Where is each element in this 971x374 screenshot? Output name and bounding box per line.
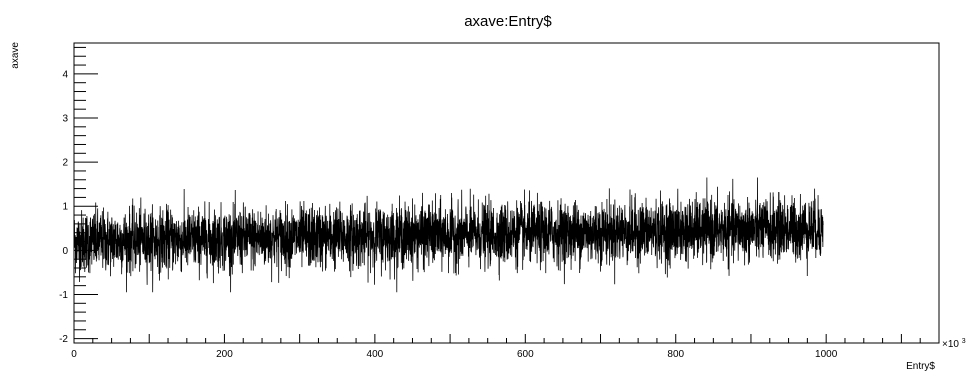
x-tick-label: 400 [367,349,384,360]
data-series [73,177,824,293]
y-tick-label: 1 [62,202,68,213]
y-axis-label: axave [10,42,21,69]
y-tick-label: 3 [62,114,68,125]
x-tick-label: 600 [517,349,534,360]
x-multiplier-base: ×10 [942,339,959,350]
x-multiplier-label: ×10 3 [942,338,966,350]
x-axis: 0 200 400 600 800 1000 [71,334,940,360]
x-tick-label: 1000 [815,349,838,360]
y-tick-label: -2 [59,334,68,345]
y-tick-label: 4 [62,69,68,80]
x-tick-label: 800 [667,349,684,360]
x-multiplier-exponent: 3 [962,338,966,345]
chart-title: axave:Entry$ [464,13,552,30]
y-axis: -2 -1 0 1 2 3 4 [59,46,98,345]
x-axis-label: Entry$ [906,361,935,372]
x-tick-label: 0 [71,349,77,360]
x-tick-label: 200 [216,349,233,360]
series-line [73,177,824,293]
y-tick-label: 0 [62,246,68,257]
y-tick-label: -1 [59,290,68,301]
y-tick-label: 2 [62,158,68,169]
